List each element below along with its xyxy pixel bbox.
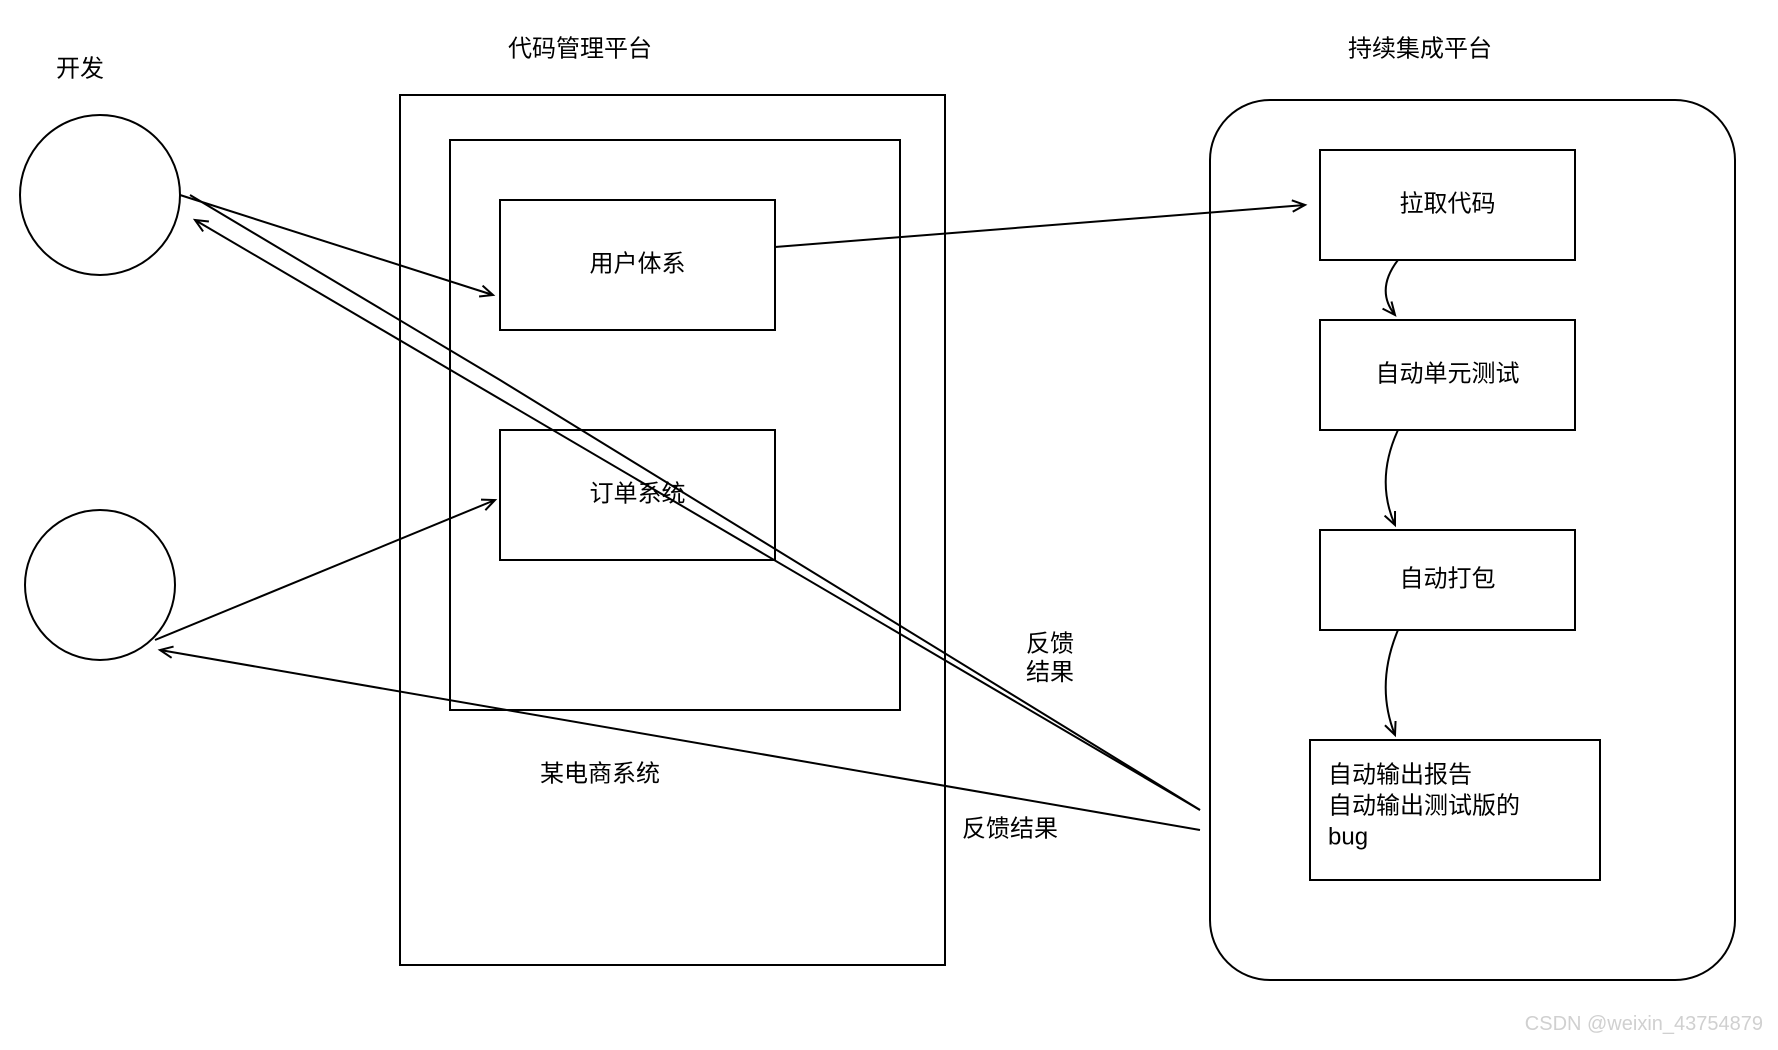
auto-report-line-2: bug: [1328, 824, 1368, 851]
edge-label-report-to-dev1-0: 反馈: [1026, 630, 1074, 657]
auto-report-line-1: 自动输出测试版的: [1328, 793, 1520, 820]
user-system-box-label: 用户体系: [590, 250, 686, 277]
edge-label-report-to-dev2-0: 反馈结果: [962, 815, 1058, 842]
auto-report-line-0: 自动输出报告: [1328, 761, 1472, 788]
dev-title: 开发: [56, 55, 104, 82]
auto-unit-test-box-label: 自动单元测试: [1376, 360, 1520, 387]
dev-actor-1: [20, 115, 180, 275]
code-platform-title: 代码管理平台: [508, 35, 652, 62]
pull-code-box-label: 拉取代码: [1400, 190, 1496, 217]
ecommerce-title: 某电商系统: [540, 760, 660, 787]
edge-label-report-to-dev1-1: 结果: [1026, 659, 1074, 686]
diagram-canvas: 用户体系订单系统拉取代码自动单元测试自动打包自动输出报告自动输出测试版的bug开…: [0, 0, 1778, 1050]
ci-platform-title: 持续集成平台: [1348, 35, 1492, 62]
dev-actor-2: [25, 510, 175, 660]
auto-pack-box-label: 自动打包: [1400, 565, 1496, 592]
watermark: CSDN @weixin_43754879: [1525, 1013, 1763, 1035]
